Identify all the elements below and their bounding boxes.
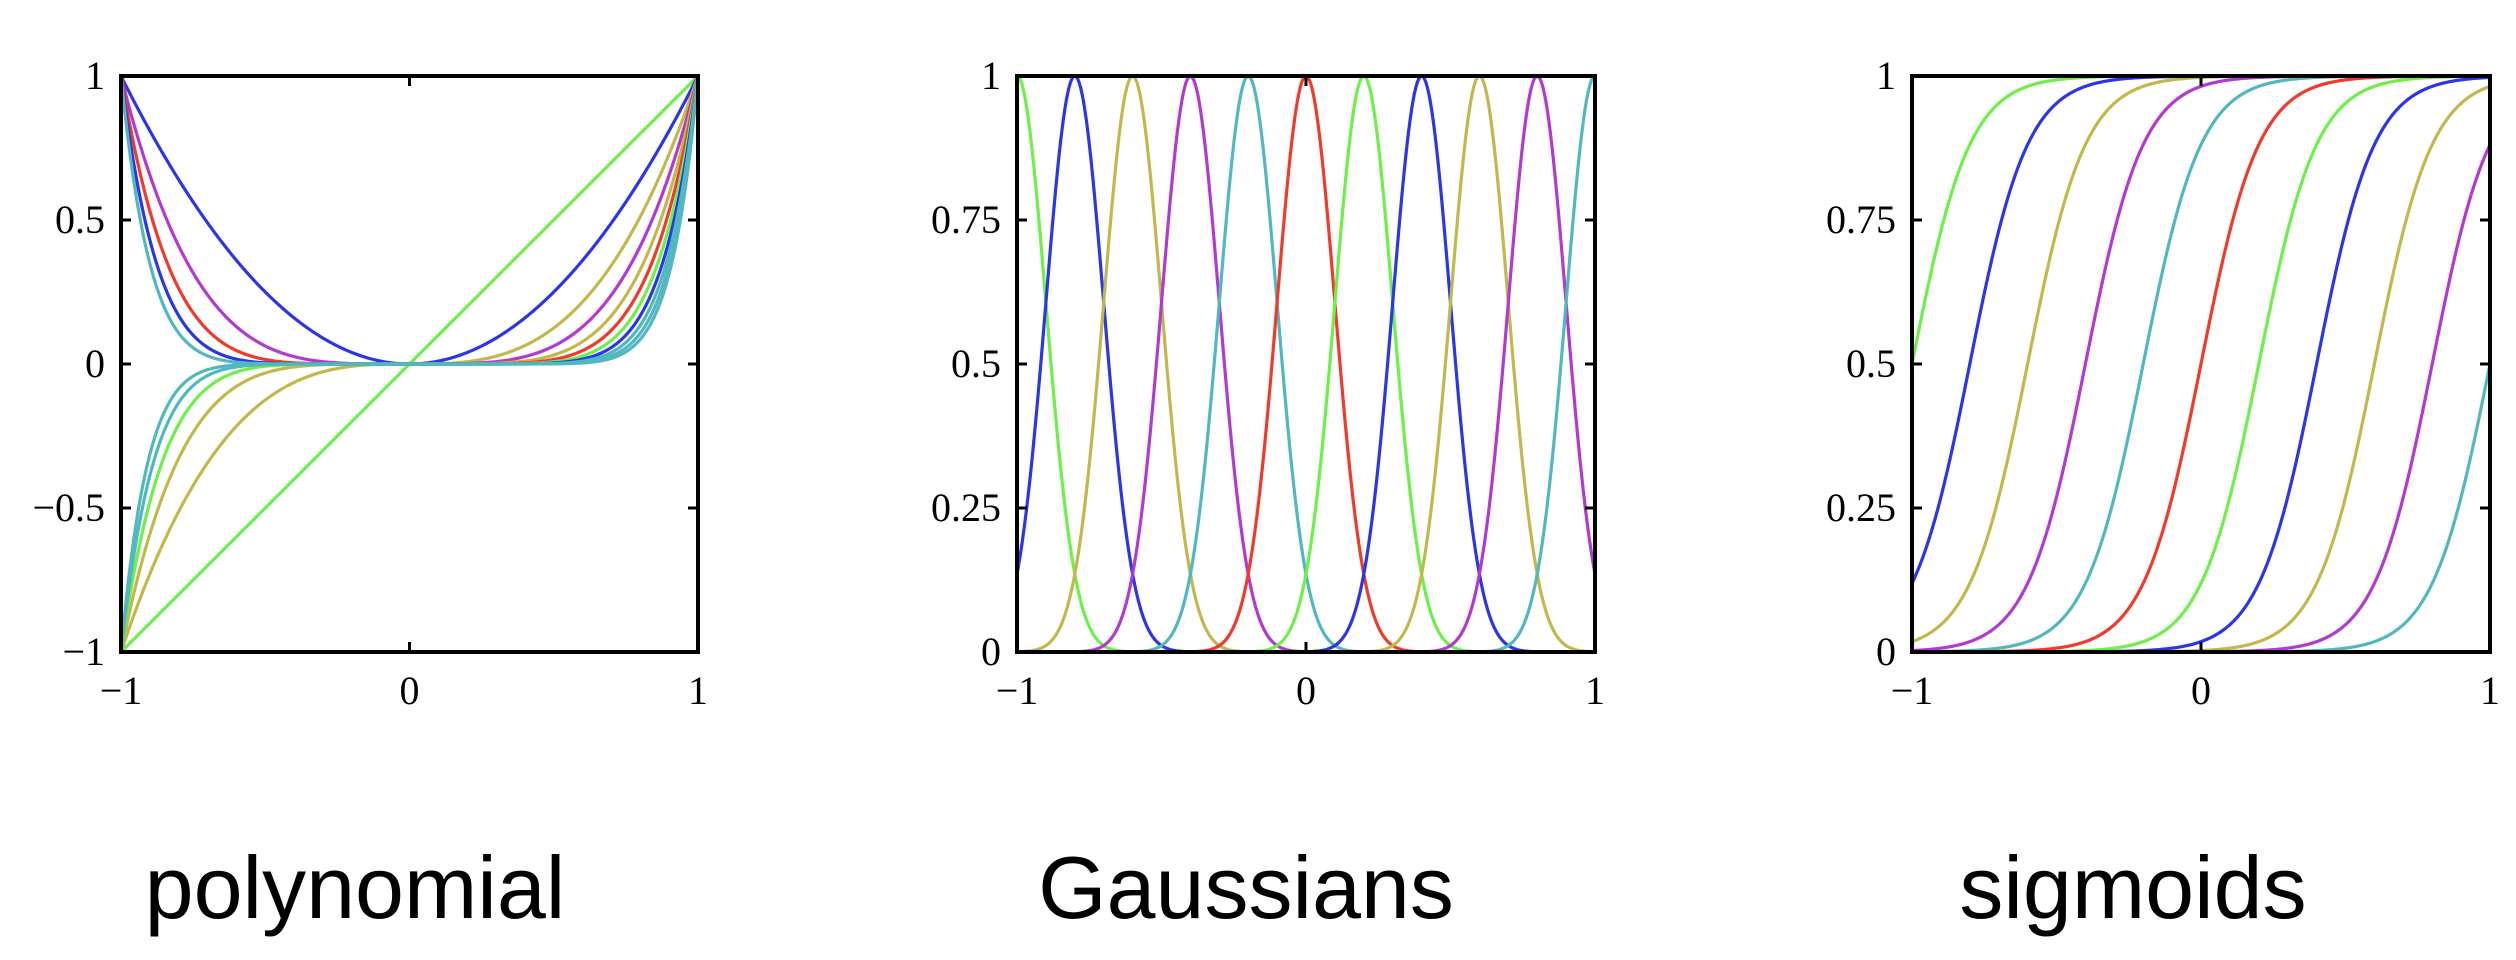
sigmoids-x-tick-label-1: 0 xyxy=(2191,668,2211,713)
gaussians-y-tick-label-2: 0.5 xyxy=(951,341,1001,386)
gaussians-y-tick-label-4: 1 xyxy=(981,53,1001,98)
sigmoids-y-tick-label-1: 0.25 xyxy=(1826,485,1896,530)
gaussians-x-tick-label-2: 1 xyxy=(1585,668,1605,713)
sigmoids-y-tick-label-3: 0.75 xyxy=(1826,197,1896,242)
gaussians-series-line-10 xyxy=(1017,76,1595,652)
polynomial-x-tick-label-0: −1 xyxy=(100,668,143,713)
gaussians-series-line-2 xyxy=(1017,76,1595,652)
polynomial-series-line-7 xyxy=(121,76,698,366)
gaussians-caption: Gaussians xyxy=(1038,838,1454,937)
sigmoids-x-tick-label-2: 1 xyxy=(2480,668,2500,713)
sigmoids-series-line-5 xyxy=(1912,76,2490,652)
polynomial-y-tick-label-3: 0.5 xyxy=(55,197,105,242)
gaussians-y-tick-label-3: 0.75 xyxy=(931,197,1001,242)
sigmoids-series-line-1 xyxy=(1912,76,2490,585)
polynomial-y-tick-label-1: −0.5 xyxy=(32,485,105,530)
gaussians-y-tick-label-0: 0 xyxy=(981,629,1001,674)
polynomial-curves xyxy=(121,76,698,652)
gaussians-y-tick-label-1: 0.25 xyxy=(931,485,1001,530)
polynomial-x-tick-label-1: 0 xyxy=(400,668,420,713)
sigmoids-x-tick-label-0: −1 xyxy=(1891,668,1934,713)
polynomial-series-line-9 xyxy=(121,76,698,366)
polynomial-caption: polynomial xyxy=(145,838,566,937)
gaussians-series-line-6 xyxy=(1017,76,1595,652)
gaussians-series-line-1 xyxy=(1017,76,1595,652)
sigmoids-y-tick-label-0: 0 xyxy=(1876,629,1896,674)
sigmoids-series-line-0 xyxy=(1912,76,2490,365)
polynomial-y-tick-label-0: −1 xyxy=(62,629,105,674)
sigmoids-series-line-9 xyxy=(1912,143,2490,652)
gaussians-series-line-8 xyxy=(1017,76,1595,652)
gaussians-x-tick-label-0: −1 xyxy=(996,668,1039,713)
polynomial-series-line-5 xyxy=(121,76,698,366)
sigmoids-caption: sigmoids xyxy=(1959,838,2306,937)
polynomial-panel: −1 0 1 −1 −0.5 0 0.5 1 polynomial xyxy=(32,53,708,937)
polynomial-y-tick-label-2: 0 xyxy=(85,341,105,386)
gaussians-curves xyxy=(1017,76,1595,652)
sigmoids-series-line-10 xyxy=(1912,363,2490,652)
sigmoids-curves xyxy=(1912,76,2490,652)
polynomial-series-line-1 xyxy=(121,76,698,366)
sigmoids-y-tick-label-2: 0.5 xyxy=(1846,341,1896,386)
gaussians-x-tick-label-1: 0 xyxy=(1296,668,1316,713)
polynomial-series-line-10 xyxy=(121,76,698,652)
polynomial-x-tick-label-2: 1 xyxy=(688,668,708,713)
gaussians-series-line-9 xyxy=(1017,76,1595,652)
polynomial-series-line-3 xyxy=(121,76,698,366)
gaussians-series-line-0 xyxy=(1017,76,1595,652)
sigmoids-y-tick-label-4: 1 xyxy=(1876,53,1896,98)
polynomial-y-tick-label-4: 1 xyxy=(85,53,105,98)
